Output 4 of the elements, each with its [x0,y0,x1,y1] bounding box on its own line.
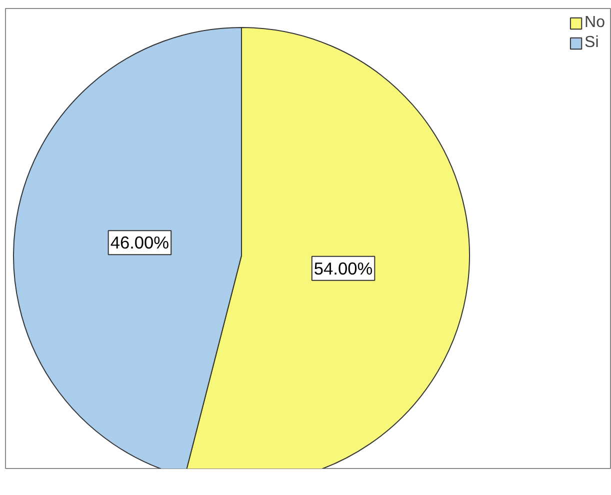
data-label: 46.00% [110,232,170,253]
data-label: 54.00% [314,258,373,278]
legend-label: No [584,14,605,32]
legend-label: Si [584,34,600,52]
